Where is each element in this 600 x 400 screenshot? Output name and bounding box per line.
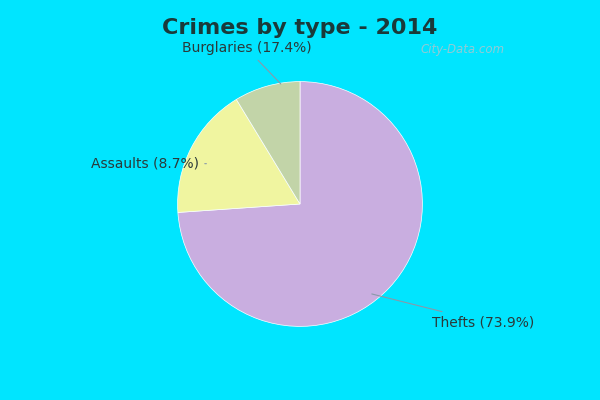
Wedge shape [178, 100, 300, 212]
Wedge shape [236, 82, 300, 204]
Text: City-Data.com: City-Data.com [421, 43, 505, 56]
Text: Crimes by type - 2014: Crimes by type - 2014 [163, 18, 437, 38]
Text: Burglaries (17.4%): Burglaries (17.4%) [182, 42, 311, 84]
Wedge shape [178, 82, 422, 326]
Text: Thefts (73.9%): Thefts (73.9%) [372, 294, 535, 329]
Text: Assaults (8.7%): Assaults (8.7%) [91, 157, 206, 171]
